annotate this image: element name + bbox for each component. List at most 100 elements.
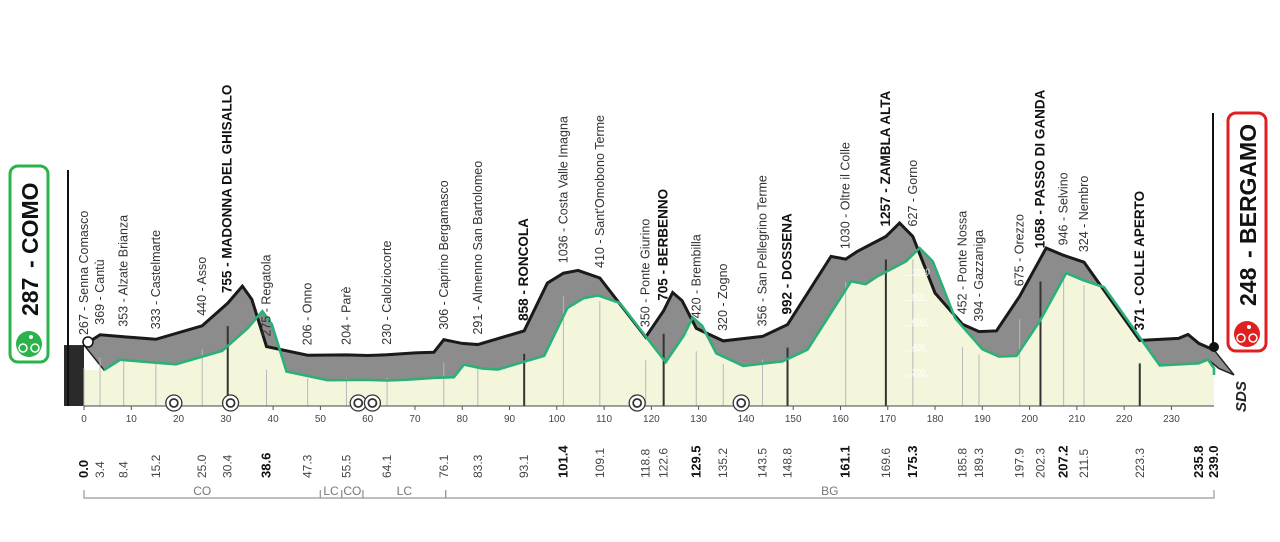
km-label: 76.1 — [437, 454, 451, 478]
alt-tick-label: 1000 — [912, 267, 930, 276]
waypoint-label: 350 - Ponte Giurino — [639, 219, 653, 327]
waypoint-label: 755 - MADONNA DEL GHISALLO — [220, 85, 235, 294]
waypoint-label: 324 - Nembro — [1077, 176, 1091, 252]
start-rider-head-icon — [29, 335, 33, 339]
region-label: CO — [193, 484, 211, 498]
tunnel-marker — [628, 394, 646, 412]
km-label: 211.5 — [1077, 449, 1091, 478]
waypoint-label: 858 - RONCOLA — [516, 218, 531, 321]
waypoint-label: 394 - Gazzaniga — [972, 230, 986, 322]
waypoint-label: 204 - Parè — [339, 286, 353, 344]
x-tick-label: 20 — [173, 414, 185, 425]
waypoint-label: 627 - Gorno — [906, 160, 920, 227]
waypoint-label: 675 - Orezzo — [1013, 214, 1027, 286]
km-label: 197.9 — [1013, 448, 1027, 478]
x-tick-label: 90 — [504, 414, 516, 425]
region-label: LC — [397, 484, 413, 498]
x-tick-label: 150 — [785, 414, 802, 425]
x-tick-label: 200 — [1021, 414, 1038, 425]
x-tick-label: 230 — [1163, 414, 1180, 425]
km-label: 3.4 — [93, 461, 107, 478]
km-label: 30.4 — [221, 454, 235, 478]
alt-tick-label: 600 — [912, 318, 926, 327]
waypoint-label: 440 - Asso — [195, 257, 209, 316]
start-badge — [8, 164, 50, 364]
waypoint-label: 705 - BERBENNO — [656, 189, 671, 301]
km-label: 8.4 — [117, 461, 131, 478]
tunnel-icon — [353, 398, 364, 408]
alt-tick-label: 400 — [912, 343, 926, 352]
km-label: 64.1 — [380, 454, 394, 478]
waypoint-label: 1058 - PASSO DI GANDA — [1032, 89, 1047, 248]
waypoint-label: 356 - San Pellegrino Terme — [755, 175, 769, 326]
x-tick-label: 110 — [596, 414, 612, 425]
x-tick-label: 140 — [738, 414, 755, 425]
tunnel-icon — [632, 398, 643, 408]
x-tick-label: 170 — [879, 414, 896, 425]
profile-ridge-line — [83, 220, 1215, 357]
waypoint-label: 1030 - Oltre il Colle — [839, 142, 853, 249]
x-tick-label: 120 — [643, 414, 660, 425]
start-point — [82, 336, 94, 348]
start-wheel-icon — [18, 343, 28, 353]
x-tick-label: 180 — [927, 414, 944, 425]
km-label: 202.3 — [1033, 448, 1047, 478]
km-label: 0.0 — [76, 460, 91, 478]
waypoint-label: 371 - COLLE APERTO — [1132, 191, 1147, 331]
waypoint-label: 230 - Calolziocorte — [380, 240, 394, 344]
tunnel-icon — [736, 398, 747, 408]
region-bracket — [445, 490, 1215, 499]
waypoint-label: 275 - Regatola — [260, 255, 274, 337]
x-tick-label: 40 — [268, 414, 280, 425]
finish-wheel-icon — [1248, 333, 1258, 343]
start-badge-altitude: 287 — [17, 278, 43, 316]
tunnel-marker — [221, 394, 240, 412]
waypoint-label: 992 - DOSSENA — [780, 213, 795, 315]
km-label: 25.0 — [195, 454, 209, 478]
x-tick-label: 50 — [315, 414, 327, 425]
km-label: 185.8 — [955, 448, 969, 478]
start-badge-sep: - — [17, 260, 43, 268]
waypoint-label: 369 - Cantù — [93, 259, 107, 324]
km-label: 175.3 — [905, 445, 920, 478]
alt-tick-label: 800 — [912, 293, 926, 302]
km-label: 235.8 — [1191, 445, 1206, 478]
km-label: 239.0 — [1206, 445, 1221, 478]
km-label: 143.5 — [755, 448, 769, 478]
finish-badge-altitude: 248 — [1235, 267, 1261, 306]
waypoint-label: 267 - Senna Comasco — [77, 211, 91, 335]
tunnel-marker — [732, 394, 750, 412]
km-label: 118.8 — [639, 449, 653, 478]
x-tick-label: 70 — [409, 414, 421, 425]
km-label: 189.3 — [972, 448, 986, 478]
sds-logo: SDS — [1233, 381, 1250, 412]
finish-badge — [1226, 111, 1268, 353]
km-label: 169.6 — [879, 448, 893, 478]
waypoint-label: 452 - Ponte Nossa — [955, 211, 969, 315]
km-label: 83.3 — [471, 454, 485, 478]
km-label: 148.8 — [781, 448, 795, 478]
x-tick-label: 30 — [220, 414, 232, 425]
km-label: 101.4 — [555, 445, 570, 478]
km-label: 122.6 — [657, 448, 671, 478]
region-label: LC — [323, 484, 339, 498]
x-tick-label: 220 — [1116, 414, 1133, 425]
km-label: 161.1 — [838, 445, 853, 478]
region-label: BG — [821, 484, 838, 498]
km-label: 129.5 — [688, 445, 703, 478]
waypoint-label: 320 - Zogno — [716, 263, 730, 330]
tunnel-marker — [363, 394, 382, 412]
finish-badge-name: BERGAMO — [1235, 124, 1261, 244]
profile-green-line — [103, 246, 1216, 382]
x-tick-label: 60 — [362, 414, 374, 425]
finish-cyclist-icon — [1234, 321, 1260, 347]
x-tick-label: 160 — [832, 414, 849, 425]
finish-badge-sep: - — [1235, 250, 1261, 258]
x-tick-label: 0 — [81, 414, 87, 425]
km-label: 109.1 — [593, 448, 607, 478]
finish-rider-head-icon — [1247, 325, 1251, 329]
x-tick-label: 130 — [690, 414, 707, 425]
start-badge-name: COMO — [17, 182, 43, 254]
